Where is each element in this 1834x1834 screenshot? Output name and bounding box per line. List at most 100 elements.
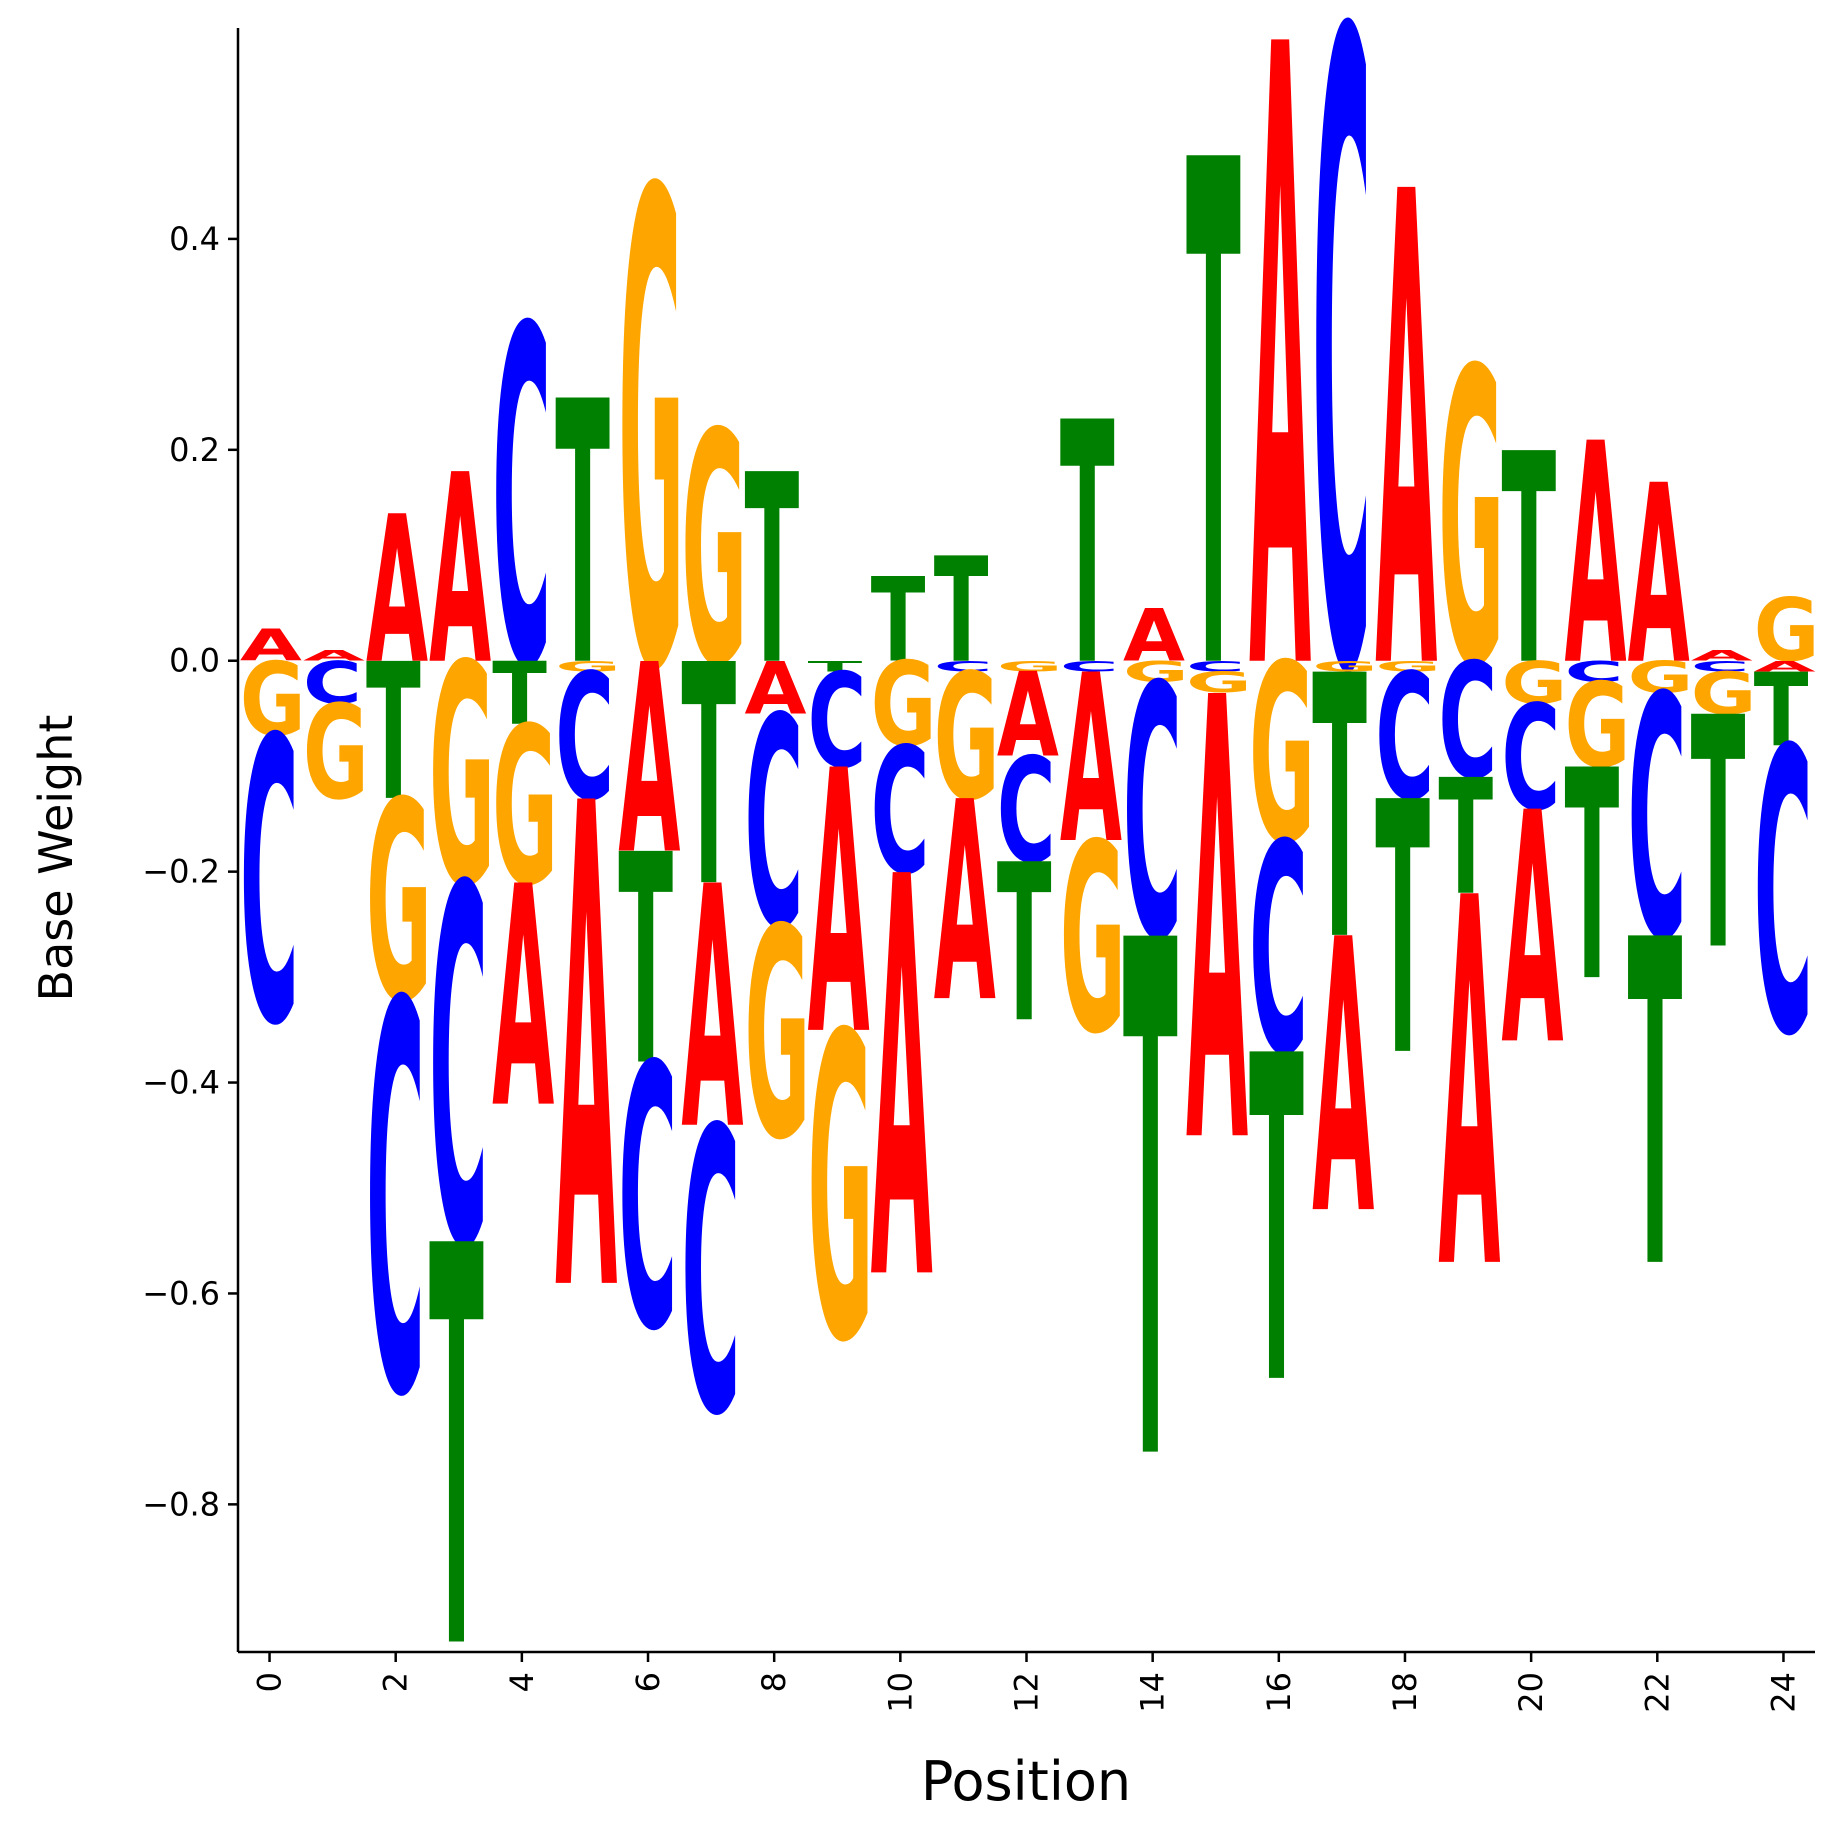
logo-letter-glyph: G: [934, 637, 1000, 839]
x-tick-label: 24: [1764, 1672, 1802, 1713]
logo-letter-glyph: A: [1438, 794, 1501, 1382]
logo-letter-glyph: A: [808, 694, 871, 1115]
logo-letter-glyph: T: [745, 420, 800, 723]
logo-letter-G: G: [1249, 613, 1315, 899]
logo-letter-glyph: A: [240, 621, 302, 671]
logo-letter-A: A: [555, 667, 618, 1441]
x-tick-label: 12: [1008, 1672, 1046, 1713]
logo-letter-T: T: [1249, 962, 1304, 1484]
logo-letter-glyph: T: [366, 625, 421, 844]
logo-letter-glyph: T: [1565, 709, 1620, 1046]
logo-letter-glyph: C: [303, 650, 362, 717]
logo-letter-glyph: T: [997, 818, 1052, 1071]
logo-letter-glyph: C: [1501, 675, 1560, 843]
logo-letter-glyph: G: [366, 743, 432, 1063]
logo-letter-glyph: A: [1186, 573, 1249, 1280]
logo-letter-glyph: A: [1628, 434, 1690, 720]
logo-letter-A: A: [1312, 862, 1375, 1299]
logo-letter-glyph: G: [1312, 658, 1378, 675]
x-tick-label: 10: [881, 1672, 919, 1713]
logo-letter-T: T: [1123, 794, 1178, 1619]
logo-letter-glyph: T: [1312, 599, 1367, 1020]
logo-letter-A: A: [1060, 625, 1122, 895]
logo-letter-A: A: [618, 610, 680, 913]
logo-letter-glyph: C: [1754, 670, 1813, 1123]
logo-letter-glyph: C: [871, 711, 930, 913]
logo-letter-C: C: [555, 637, 614, 839]
logo-letter-glyph: T: [1754, 651, 1809, 770]
logo-letter-glyph: T: [934, 527, 989, 695]
logo-letter-C: C: [681, 1049, 740, 1502]
logo-letter-glyph: C: [1438, 629, 1497, 815]
logo-letter-glyph: C: [429, 784, 488, 1356]
logo-letter-C: C: [1754, 670, 1813, 1123]
x-tick-label: 0: [251, 1672, 289, 1692]
logo-letter-C: C: [1628, 627, 1687, 1013]
logo-letter-glyph: T: [1501, 392, 1556, 729]
logo-letter-G: G: [808, 948, 874, 1436]
x-tick-label: 20: [1512, 1672, 1550, 1713]
logo-letter-G: G: [366, 743, 432, 1063]
logo-letter-glyph: C: [1628, 627, 1687, 1013]
logo-letter-A: A: [1375, 59, 1438, 816]
logo-letter-glyph: C: [934, 658, 993, 675]
logo-letter-G: G: [1060, 789, 1126, 1092]
logo-letter-glyph: T: [1628, 846, 1683, 1368]
logo-letter-glyph: C: [492, 233, 551, 771]
y-tick-label: 0.2: [169, 431, 220, 469]
logo-letter-A: A: [1186, 573, 1249, 1280]
logo-letter-T: T: [681, 602, 736, 955]
logo-letter-C: C: [808, 647, 867, 797]
y-tick-label: −0.6: [142, 1274, 220, 1312]
logo-letter-glyph: G: [871, 639, 937, 773]
logo-letter-C: C: [934, 658, 993, 675]
logo-letter-C: C: [997, 728, 1056, 896]
logo-letter-C: C: [240, 659, 299, 1112]
logo-letter-glyph: T: [492, 644, 547, 745]
logo-letter-glyph: C: [240, 659, 299, 1112]
logo-letter-C: C: [492, 233, 551, 771]
logo-letter-G: G: [1186, 666, 1252, 700]
logo-letter-glyph: G: [1249, 613, 1315, 899]
logo-letter-G: G: [492, 681, 558, 934]
logo-letter-glyph: T: [1060, 353, 1115, 739]
logo-letter-C: C: [745, 656, 804, 993]
axes: −0.8−0.6−0.4−0.20.00.20.4 0 2 4 6 8 10 12 14 16 1…: [142, 28, 1815, 1713]
logo-letter-A: A: [1628, 434, 1690, 720]
logo-letter-glyph: G: [1628, 653, 1694, 703]
logo-letter-glyph: A: [366, 474, 428, 709]
logo-letter-glyph: A: [618, 610, 680, 913]
logo-letter-A: A: [1754, 658, 1817, 675]
logo-letter-glyph: G: [492, 681, 558, 934]
logo-letter-glyph: C: [1565, 655, 1624, 689]
logo-letter-A: A: [1123, 593, 1185, 677]
logo-letter-T: T: [1754, 651, 1809, 770]
x-tick-label: 6: [629, 1672, 667, 1692]
logo-letter-A: A: [1249, 0, 1312, 862]
logo-letter-T: T: [808, 658, 863, 675]
logo-letter-C: C: [618, 990, 677, 1411]
logo-letter-glyph: G: [1565, 660, 1631, 794]
logo-letter-G: G: [303, 679, 369, 829]
x-tick-label: 2: [377, 1672, 415, 1692]
logo-letter-C: C: [429, 784, 488, 1356]
logo-letter-T: T: [871, 555, 926, 689]
x-tick-label: 22: [1638, 1672, 1676, 1713]
logo-letter-C: C: [1249, 782, 1308, 1119]
logo-letter-glyph: A: [1249, 0, 1312, 862]
y-tick-label: −0.2: [142, 853, 220, 891]
logo-letter-glyph: G: [997, 658, 1063, 675]
x-tick-label: 4: [503, 1672, 541, 1692]
logo-letter-glyph: G: [1375, 658, 1441, 675]
logo-letter-glyph: A: [1060, 625, 1122, 895]
logo-letter-glyph: G: [1501, 650, 1567, 717]
logo-letter-glyph: G: [681, 366, 747, 736]
x-tick-label: 14: [1134, 1672, 1172, 1713]
logo-letter-T: T: [934, 527, 989, 695]
logo-letter-glyph: A: [934, 743, 996, 1063]
logo-letter-C: C: [1438, 629, 1497, 815]
logo-letter-G: G: [240, 640, 306, 759]
y-tick-label: −0.4: [142, 1064, 220, 1102]
logo-letter-T: T: [1312, 599, 1367, 1020]
logo-letter-glyph: A: [303, 647, 366, 664]
